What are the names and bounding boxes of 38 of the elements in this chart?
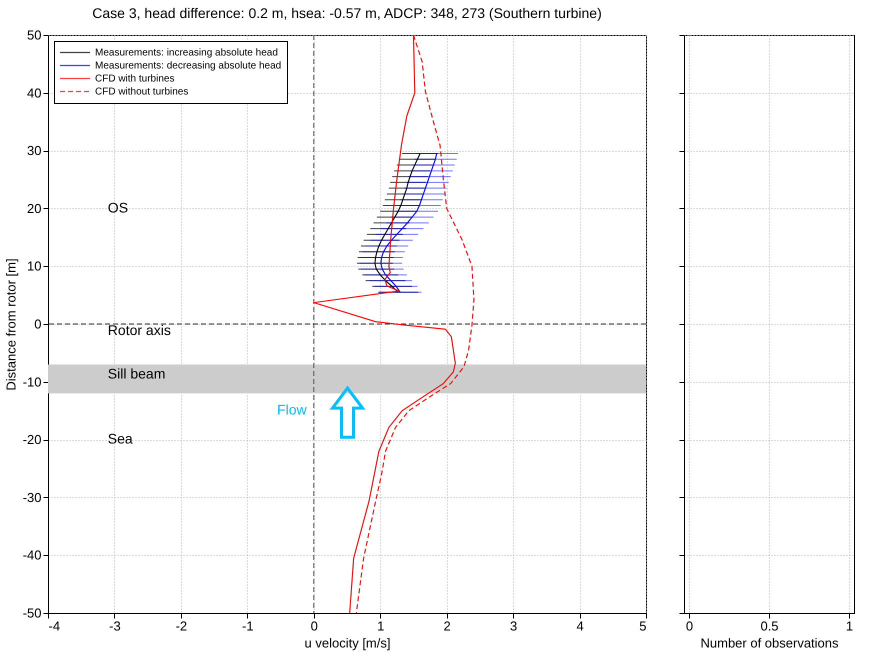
y-tick-label: 50 [27,28,42,42]
y-tick-label: 10 [27,258,42,274]
x-axis-title: Number of observations [700,636,840,650]
legend-label: CFD with turbines [95,74,174,84]
x-tick-label: -4 [48,618,60,634]
y-tick-label: -30 [22,490,42,505]
x-axis-title: u velocity [m/s] [304,636,390,650]
legend-label: Measurements: decreasing absolute head [95,60,282,72]
x-tick-label: 0 [310,618,318,634]
y-tick-label: 20 [27,200,42,216]
y-tick-label: -50 [22,606,42,620]
legend-label: Measurements: increasing absolute head [95,48,278,58]
x-tick-label: 2 [444,618,451,634]
x-tick-label: 0 [686,618,694,634]
y-tick-label: 40 [27,85,42,100]
x-tick-label: 3 [510,618,518,634]
ref-line-label: Rotor axis [108,322,171,338]
y-tick-label: -40 [22,548,42,563]
x-tick-label: 0.5 [760,618,779,634]
band-label: Sill beam [108,365,166,382]
x-tick-label: -3 [109,618,121,634]
x-tick-label: 1 [846,618,854,634]
legend-label: CFD without turbines [95,86,188,98]
y-tick-label: 0 [34,316,42,332]
x-tick-label: 5 [639,618,646,634]
x-tick-label: 1 [377,618,384,634]
chart-title: Case 3, head difference: 0.2 m, hsea: -0.57 m, ADCP: 348, 273 (Southern turbine) [92,5,602,21]
annotation: Flow [277,402,308,418]
annotation: Sea [108,430,133,447]
y-tick-label: -10 [22,374,42,390]
y-tick-label: 30 [27,143,42,158]
line-series [380,152,438,293]
y-tick-label: -20 [22,432,42,448]
x-tick-label: -1 [242,618,254,634]
annotation: OS [108,199,128,216]
x-tick-label: -2 [176,618,188,634]
x-tick-label: 4 [576,618,584,634]
y-axis-title: Distance from rotor [m] [4,258,19,391]
